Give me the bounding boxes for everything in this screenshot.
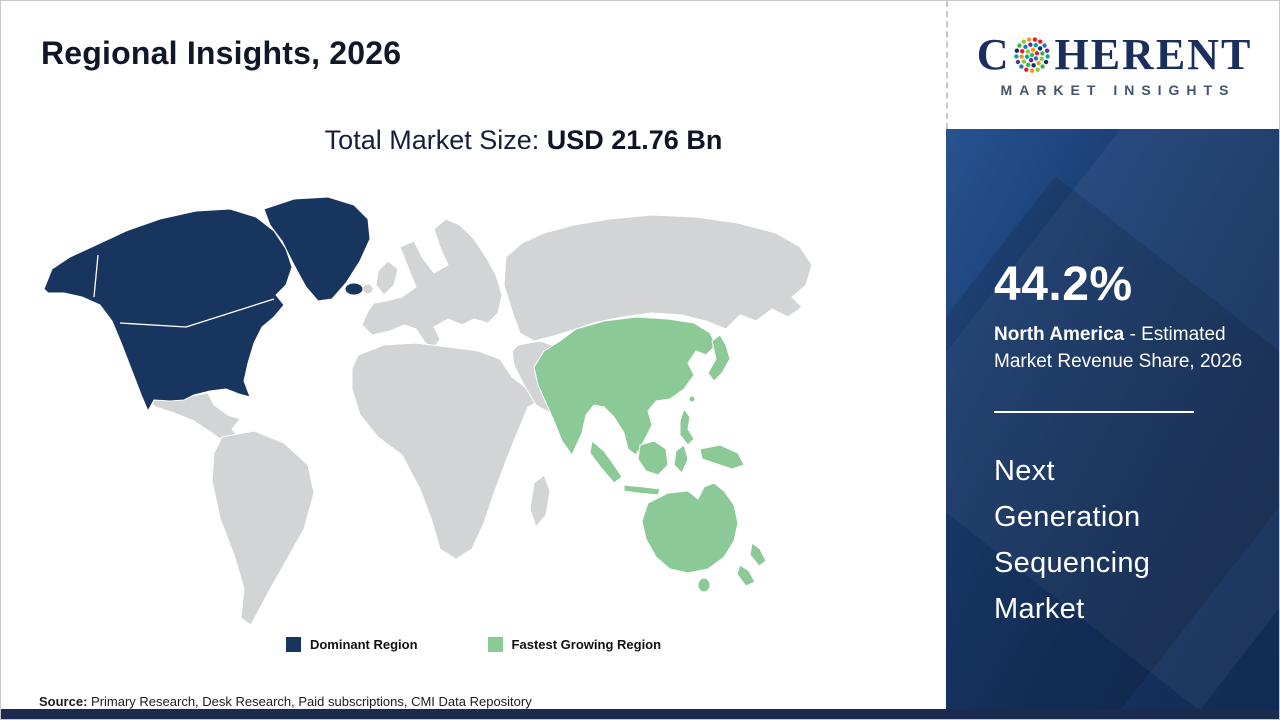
world-map-svg [43, 196, 813, 625]
map-region-other [147, 214, 813, 625]
source-text: Primary Research, Desk Research, Paid su… [87, 694, 532, 709]
dashed-separator [946, 1, 948, 129]
sulawesi [673, 444, 689, 474]
europe [361, 218, 503, 352]
legend-swatch-dominant [285, 637, 301, 652]
tasmania [697, 577, 711, 593]
bottom-strip [1, 709, 1279, 719]
market-size-line: Total Market Size: USD 21.76 Bn [101, 125, 946, 156]
share-region: North America [994, 324, 1125, 345]
world-map [36, 191, 816, 625]
share-description: North America - Estimated Market Revenue… [994, 322, 1249, 375]
japan [707, 334, 731, 382]
legend: Dominant Region Fastest Growing Region [1, 637, 946, 652]
legend-swatch-fastest-growing [487, 637, 503, 652]
brand-letter-c: C [976, 29, 1011, 79]
brand-letters-herent: HERENT [1054, 29, 1253, 79]
us-canada-border [119, 298, 275, 328]
legend-label-fastest-growing: Fastest Growing Region [511, 637, 662, 652]
united-kingdom [375, 260, 399, 296]
logo-dotted-globe-icon [1014, 36, 1051, 73]
map-region-north-america [43, 196, 371, 412]
share-value: 44.2% [994, 258, 1133, 311]
alaska-border [93, 254, 99, 298]
source-line: Source: Primary Research, Desk Research,… [39, 694, 532, 709]
legend-item-fastest-growing: Fastest Growing Region [487, 637, 662, 652]
market-size-label: Total Market Size: [324, 125, 547, 155]
legend-item-dominant: Dominant Region [285, 637, 418, 652]
new-guinea [699, 444, 745, 470]
legend-label-dominant: Dominant Region [309, 637, 418, 652]
panel-divider [994, 411, 1194, 414]
brand-tagline: MARKET INSIGHTS [1000, 81, 1236, 98]
africa [351, 342, 543, 560]
page-title: Regional Insights, 2026 [41, 35, 402, 71]
share-desc-text: - Estimated Market Revenue Share, 2026 [994, 324, 1243, 372]
brand-logo: C HERENT [976, 29, 1253, 79]
borneo [637, 440, 669, 476]
australia [641, 482, 739, 574]
russia-north-asia [503, 214, 813, 342]
philippines [679, 408, 695, 446]
south-america [211, 430, 315, 625]
right-panel: 44.2% North America - Estimated Market R… [946, 129, 1279, 719]
market-name: Next Generation Sequencing Market [994, 455, 1151, 625]
sumatra [589, 440, 623, 484]
taiwan [688, 395, 696, 403]
map-region-asia-pacific [533, 316, 767, 593]
greenland [263, 196, 371, 302]
north-america-mainland [43, 208, 293, 412]
logo-area: C HERENT MARKET INSIGHTS [948, 1, 1279, 129]
new-zealand-south [736, 564, 756, 587]
ireland [362, 283, 374, 295]
madagascar [529, 474, 551, 528]
java [623, 484, 661, 496]
iceland [344, 282, 364, 296]
new-zealand-north [749, 542, 767, 567]
source-label: Source: [39, 694, 88, 709]
market-size-value: USD 21.76 Bn [546, 125, 723, 155]
